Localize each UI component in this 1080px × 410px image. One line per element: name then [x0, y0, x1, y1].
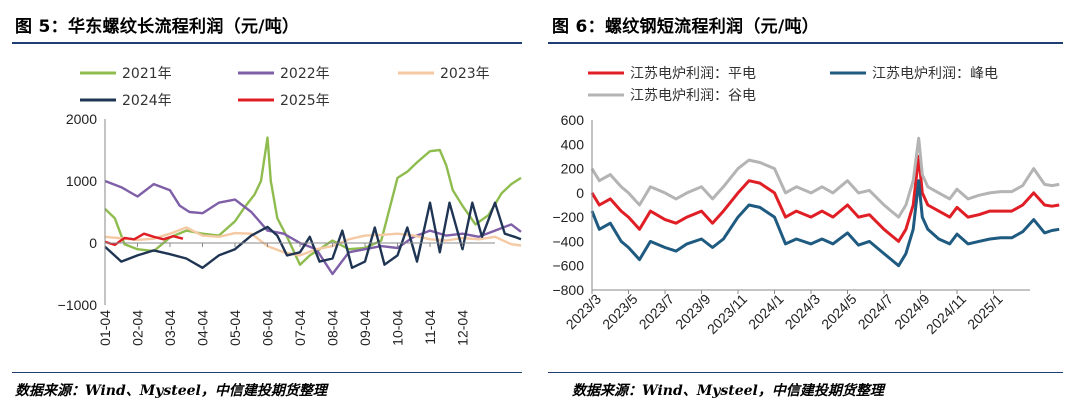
legend-label: 2021年	[122, 66, 172, 82]
legend-label: 2025年	[280, 93, 330, 109]
x-tick-label: 05-04	[227, 310, 243, 346]
legend-label: 2023年	[440, 66, 490, 82]
left-bottom-rule	[12, 372, 522, 373]
legend-label: 江苏电炉利润：谷电	[630, 88, 756, 104]
right-series-group	[590, 136, 1060, 268]
x-tick-label: 01-04	[97, 310, 113, 346]
x-tick-label: 12-04	[455, 310, 471, 346]
x-tick-label: 06-04	[260, 310, 276, 346]
legend-label: 江苏电炉利润：平电	[630, 66, 756, 82]
series-line-fengdian	[590, 179, 1060, 268]
x-tick-label: 11-04	[422, 310, 438, 345]
x-tick-label: 2023/5	[599, 291, 641, 333]
left-title-rule	[12, 42, 522, 44]
right-bottom-rule	[548, 372, 1063, 373]
left-chart: 2021年 2022年 2023年 2024年 2025年 2000 1000 0 −1000…	[58, 66, 522, 346]
y-tick-label: −400	[552, 233, 584, 249]
x-tick-label: 2024/7	[855, 291, 897, 333]
y-tick-label: 0	[576, 185, 584, 201]
right-source-note: 数据来源：Wind、Mysteel，中信建投期货整理	[572, 383, 884, 399]
x-tick-label: 07-04	[292, 310, 308, 346]
legend-label: 2022年	[280, 66, 330, 82]
y-tick-label: −1000	[58, 297, 98, 313]
y-tick-label: 0	[89, 235, 97, 251]
x-tick-label: 2024/1	[745, 291, 787, 333]
x-tick-label: 2024/11	[923, 291, 970, 338]
series-line-s2022	[104, 179, 522, 276]
y-tick-label: −600	[552, 258, 584, 274]
y-tick-label: −800	[552, 282, 584, 298]
legend-label: 江苏电炉利润：峰电	[872, 66, 998, 82]
series-line-gudian	[590, 136, 1060, 219]
left-series-group	[104, 136, 522, 276]
right-chart-title: 图 6：螺纹钢短流程利润（元/吨）	[552, 17, 820, 37]
left-source-note: 数据来源：Wind、Mysteel，中信建投期货整理	[15, 383, 327, 399]
x-tick-label: 10-04	[390, 310, 406, 346]
y-tick-label: 2000	[66, 111, 97, 127]
left-chart-title: 图 5：华东螺纹长流程利润（元/吨）	[15, 17, 300, 37]
series-line-pingdian	[590, 154, 1060, 243]
x-tick-label: 09-04	[357, 310, 373, 346]
right-title-rule	[548, 42, 1063, 44]
x-tick-label: 2024/3	[782, 291, 824, 333]
x-tick-label: 2023/11	[704, 291, 751, 338]
y-tick-label: 600	[561, 112, 585, 128]
x-tick-label: 04-04	[195, 310, 211, 346]
x-tick-label: 08-04	[325, 310, 341, 346]
x-tick-label: 2024/5	[818, 291, 860, 333]
x-tick-label: 2025/1	[964, 291, 1006, 333]
series-line-s2021	[104, 136, 522, 266]
right-axis: 6004002000−200−400−600−8002023/32023/520…	[552, 112, 1030, 337]
left-legend: 2021年 2022年 2023年 2024年 2025年	[80, 66, 490, 109]
x-tick-label: 02-04	[130, 310, 146, 346]
x-tick-label: 2023/7	[636, 291, 678, 333]
y-tick-label: 1000	[66, 173, 97, 189]
y-tick-label: 400	[561, 136, 585, 152]
legend-label: 2024年	[122, 93, 172, 109]
x-tick-label: 03-04	[162, 310, 178, 346]
y-tick-label: −200	[552, 209, 584, 225]
y-tick-label: 200	[561, 161, 585, 177]
series-line-s2024	[104, 201, 522, 269]
